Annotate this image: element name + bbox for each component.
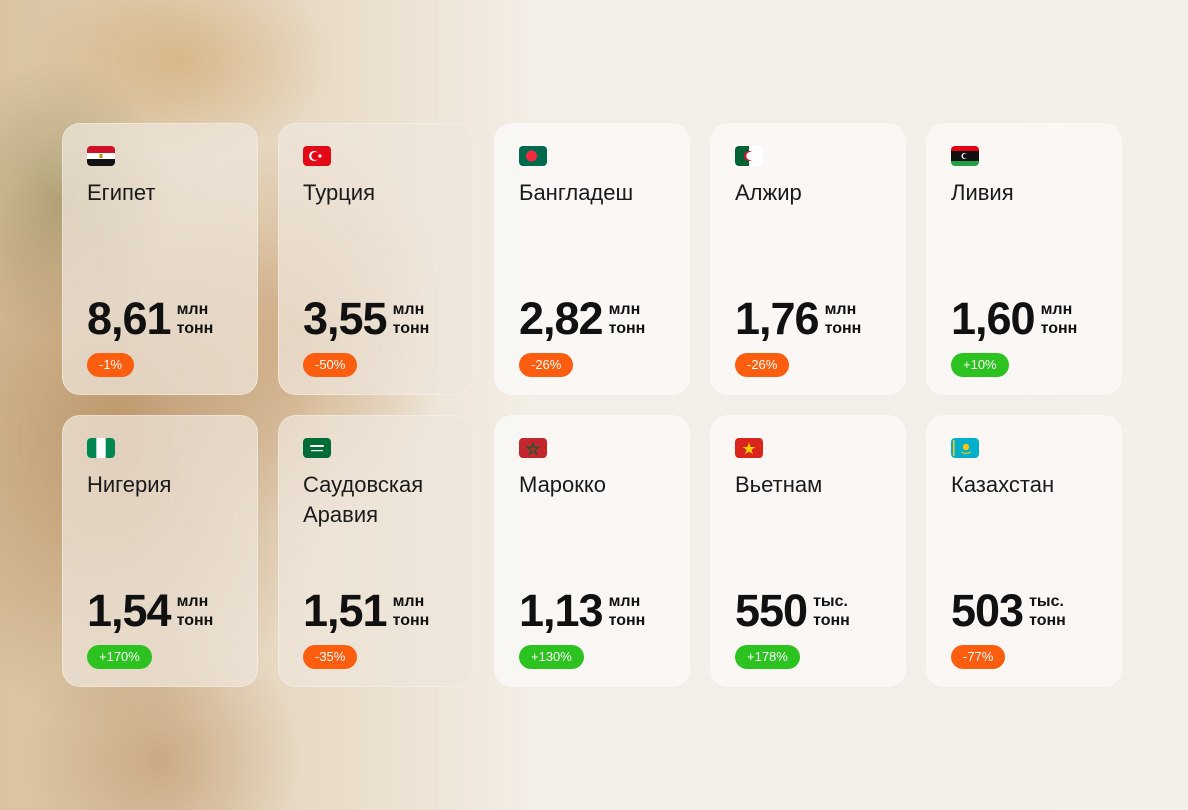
change-badge: -1%: [87, 353, 135, 377]
change-badge: -26%: [519, 353, 574, 377]
unit-label: млн тонн: [609, 300, 646, 338]
value-row: 1,76 млн тонн: [735, 293, 861, 345]
unit-label: млн тонн: [177, 300, 214, 338]
import-value: 2,82: [519, 293, 604, 344]
unit-scale: млн: [176, 593, 209, 610]
value-row: 550 тыс. тонн: [735, 585, 850, 637]
unit-label: тыс. тонн: [813, 592, 850, 630]
change-badge: +178%: [735, 645, 800, 669]
egypt-flag-icon: [87, 146, 115, 166]
libya-flag-icon: [951, 146, 979, 166]
country-card-morocco: Марокко 1,13 млн тонн +130%: [494, 415, 690, 687]
country-name: Бангладеш: [519, 180, 634, 205]
import-value: 1,51: [303, 585, 388, 636]
kazakhstan-flag-icon: [951, 438, 979, 458]
value-row: 1,60 млн тонн: [951, 293, 1077, 345]
unit-label: тыс. тонн: [1029, 592, 1066, 630]
country-card-libya: Ливия 1,60 млн тонн +10%: [926, 123, 1122, 395]
import-value: 1,54: [87, 585, 172, 636]
unit-scale: млн: [176, 301, 209, 318]
value-row: 8,61 млн тонн: [87, 293, 213, 345]
change-badge: -50%: [303, 353, 358, 377]
unit-scale: млн: [392, 593, 425, 610]
unit-tons: тонн: [813, 612, 850, 629]
change-badge: -77%: [951, 645, 1006, 669]
value-row: 1,54 млн тонн: [87, 585, 213, 637]
morocco-flag-icon: [519, 438, 547, 458]
value-row: 1,51 млн тонн: [303, 585, 429, 637]
country-card-saudi-arabia: Саудовская Аравия 1,51 млн тонн -35%: [278, 415, 474, 687]
country-name: Нигерия: [87, 472, 172, 497]
unit-scale: тыс.: [1029, 593, 1064, 610]
country-card-algeria: Алжир 1,76 млн тонн -26%: [710, 123, 906, 395]
country-name: Марокко: [519, 472, 607, 497]
change-badge: +170%: [87, 645, 152, 669]
value-row: 3,55 млн тонн: [303, 293, 429, 345]
unit-label: млн тонн: [609, 592, 646, 630]
country-name: Саудовская Аравия: [303, 472, 424, 527]
countries-grid: Египет 8,61 млн тонн -1% Турция 3,55 млн т…: [62, 123, 1122, 687]
nigeria-flag-icon: [87, 438, 115, 458]
change-badge: -26%: [735, 353, 790, 377]
country-name: Вьетнам: [735, 472, 823, 497]
country-card-vietnam: Вьетнам 550 тыс. тонн +178%: [710, 415, 906, 687]
country-name: Египет: [87, 180, 156, 205]
unit-tons: тонн: [392, 320, 430, 337]
unit-tons: тонн: [176, 612, 214, 629]
value-row: 503 тыс. тонн: [951, 585, 1066, 637]
import-value: 1,13: [519, 585, 604, 636]
vietnam-flag-icon: [735, 438, 763, 458]
change-badge: -35%: [303, 645, 358, 669]
import-value: 1,60: [951, 293, 1036, 344]
unit-label: млн тонн: [1041, 300, 1078, 338]
unit-label: млн тонн: [393, 300, 430, 338]
unit-tons: тонн: [176, 320, 214, 337]
country-card-kazakhstan: Казахстан 503 тыс. тонн -77%: [926, 415, 1122, 687]
unit-label: млн тонн: [825, 300, 862, 338]
unit-label: млн тонн: [177, 592, 214, 630]
country-name: Алжир: [735, 180, 802, 205]
unit-scale: млн: [608, 593, 641, 610]
unit-scale: млн: [824, 301, 857, 318]
country-name: Турция: [303, 180, 375, 205]
import-value: 550: [735, 585, 808, 636]
unit-scale: млн: [608, 301, 641, 318]
saudi-arabia-flag-icon: [303, 438, 331, 458]
unit-scale: млн: [1040, 301, 1073, 318]
unit-scale: млн: [392, 301, 425, 318]
turkey-flag-icon: [303, 146, 331, 166]
country-card-turkey: Турция 3,55 млн тонн -50%: [278, 123, 474, 395]
country-card-nigeria: Нигерия 1,54 млн тонн +170%: [62, 415, 258, 687]
change-badge: +130%: [519, 645, 584, 669]
unit-tons: тонн: [1040, 320, 1078, 337]
country-name: Казахстан: [951, 472, 1055, 497]
country-name: Ливия: [951, 180, 1014, 205]
unit-label: млн тонн: [393, 592, 430, 630]
import-value: 1,76: [735, 293, 820, 344]
import-value: 3,55: [303, 293, 388, 344]
unit-tons: тонн: [392, 612, 430, 629]
unit-tons: тонн: [824, 320, 862, 337]
unit-tons: тонн: [608, 612, 646, 629]
country-card-bangladesh: Бангладеш 2,82 млн тонн -26%: [494, 123, 690, 395]
value-row: 2,82 млн тонн: [519, 293, 645, 345]
unit-tons: тонн: [1029, 612, 1066, 629]
import-value: 503: [951, 585, 1024, 636]
value-row: 1,13 млн тонн: [519, 585, 645, 637]
unit-scale: тыс.: [813, 593, 848, 610]
unit-tons: тонн: [608, 320, 646, 337]
import-value: 8,61: [87, 293, 172, 344]
bangladesh-flag-icon: [519, 146, 547, 166]
algeria-flag-icon: [735, 146, 763, 166]
change-badge: +10%: [951, 353, 1009, 377]
country-card-egypt: Египет 8,61 млн тонн -1%: [62, 123, 258, 395]
